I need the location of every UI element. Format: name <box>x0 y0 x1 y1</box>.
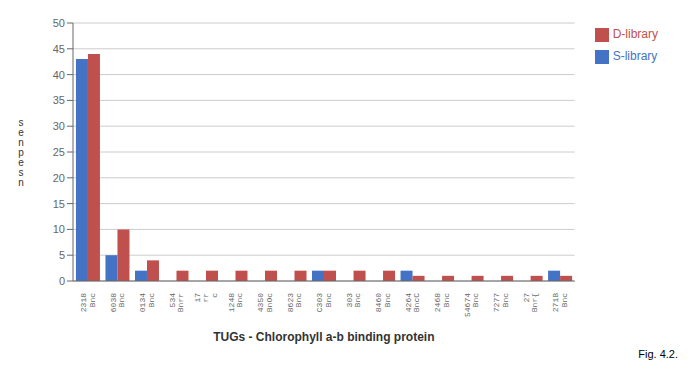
svg-text:4350BnOc: 4350BnOc <box>256 293 274 312</box>
svg-text:30: 30 <box>53 120 65 132</box>
svg-text:35: 35 <box>53 94 65 106</box>
html-text:D-library: D-library <box>612 27 658 41</box>
svg-text:2468Bnc: 2468Bnc <box>433 293 451 312</box>
svg-text:i7rrc: i7rrc <box>193 293 219 303</box>
svg-text:senpesn: senpesn <box>18 117 24 188</box>
svg-text:534Bnrr: 534Bnrr <box>168 293 186 312</box>
svg-text:40: 40 <box>53 69 65 81</box>
svg-text:271BBnc: 271BBnc <box>551 293 569 312</box>
svg-text:5: 5 <box>59 249 65 261</box>
svg-text:50: 50 <box>53 17 65 29</box>
svg-text:6038Bnc: 6038Bnc <box>109 293 127 312</box>
svg-text:0134Bnc: 0134Bnc <box>138 293 156 312</box>
svg-text:TUGs - Chlorophyll a-b binding: TUGs - Chlorophyll a-b binding protein <box>213 330 434 344</box>
html-text:S-library: S-library <box>612 49 658 63</box>
svg-text:C303Bnc: C303Bnc <box>315 293 333 312</box>
svg-text:2318Bnc: 2318Bnc <box>79 293 97 312</box>
html-text:Fig. 4.2.: Fig. 4.2. <box>638 348 678 360</box>
svg-text:10: 10 <box>53 223 65 235</box>
svg-text:8460Bnc: 8460Bnc <box>374 293 392 312</box>
svg-text:27Bnr{: 27Bnr{ <box>522 293 540 312</box>
svg-text:4264BncC: 4264BncC <box>404 293 422 312</box>
svg-text:0: 0 <box>59 275 65 287</box>
svg-text:303Bnc: 303Bnc <box>345 293 363 308</box>
svg-text:8623Bnc: 8623Bnc <box>286 293 304 312</box>
svg-text:i248Bnc: i248Bnc <box>227 293 245 312</box>
svg-text:7277Bnc: 7277Bnc <box>492 293 510 312</box>
svg-text:45: 45 <box>53 43 65 55</box>
svg-text:54674Bnc: 54674Bnc <box>463 293 481 317</box>
svg-text:20: 20 <box>53 172 65 184</box>
svg-text:25: 25 <box>53 146 65 158</box>
svg-text:15: 15 <box>53 198 65 210</box>
